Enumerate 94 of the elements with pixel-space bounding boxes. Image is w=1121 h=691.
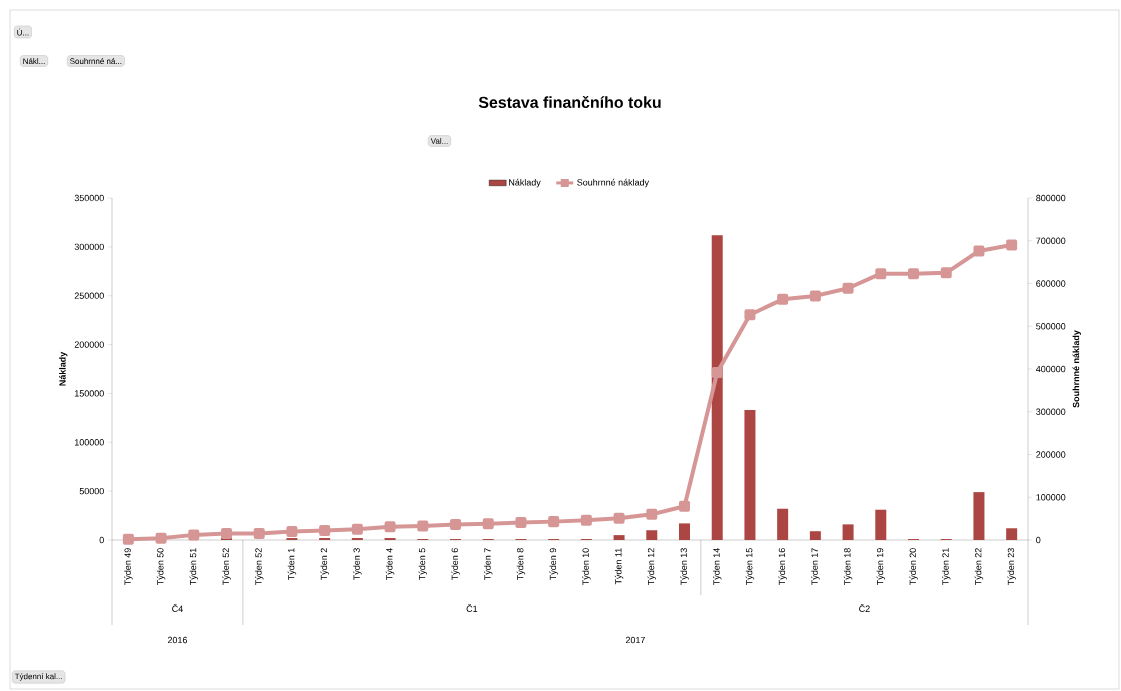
x-tick-label: Týden 19 [876, 548, 886, 585]
point [711, 366, 723, 378]
legend-label: Náklady [509, 178, 541, 188]
legend-label: Souhrnné náklady [577, 178, 650, 188]
text: Č1 [466, 604, 478, 612]
y-tick-label: 150000 [75, 390, 104, 397]
x-tick-label: Týden 2 [320, 548, 329, 580]
x-tick-label: Týden 11 [614, 548, 624, 585]
x-tick-label: Týden 6 [451, 548, 460, 580]
x-tick-label: Týden 3 [353, 548, 362, 580]
y2-tick-label: 500000 [1036, 323, 1066, 330]
chart-title: Sestava finančního toku [478, 95, 661, 109]
point [351, 523, 363, 535]
bar [646, 530, 658, 541]
x-tick-label: Týden 13 [680, 548, 689, 585]
bar [875, 509, 887, 541]
point [842, 282, 854, 294]
x-tick-label: Týden 52 [222, 548, 231, 585]
y-tick-label: 100000 [75, 439, 104, 446]
text: Č2 [859, 604, 870, 612]
y-tick-label: 200000 [74, 341, 104, 348]
y2-axis-title: Souhrnné náklady [1072, 330, 1081, 408]
y2-tick-label: 300000 [1036, 408, 1066, 415]
y2-tick-label: 200000 [1036, 451, 1066, 458]
point [940, 267, 952, 279]
point [122, 533, 134, 545]
y-tick-label: 50000 [79, 487, 104, 495]
x-tick-label: Týden 21 [941, 548, 951, 585]
y-tick-label: 300000 [74, 243, 104, 251]
point [319, 525, 331, 537]
point [613, 512, 625, 524]
bar [973, 492, 985, 541]
point [155, 532, 167, 544]
point [875, 268, 887, 280]
text: Č4 [172, 604, 183, 612]
y-tick-label: 0 [99, 536, 104, 544]
y2-tick-label: 600000 [1036, 280, 1066, 287]
point [515, 516, 527, 528]
x-tick-label: Týden 52 [254, 548, 264, 585]
bar [809, 531, 821, 541]
bar [777, 508, 789, 541]
x-tick-label: Týden 5 [418, 548, 428, 580]
x-tick-label: Týden 12 [647, 548, 657, 585]
y2-tick-label: 0 [1036, 536, 1041, 544]
x-tick-label: Týden 17 [811, 548, 820, 585]
text: 2017 [625, 636, 645, 644]
point [188, 529, 200, 541]
y2-tick-label: 800000 [1036, 194, 1066, 202]
y2-tick-label: 100000 [1036, 494, 1066, 501]
point [1006, 239, 1018, 251]
point [809, 290, 821, 302]
point [548, 516, 560, 528]
y-tick-label: 350000 [74, 194, 104, 202]
bar [842, 524, 854, 541]
point [646, 508, 658, 520]
y-axis-title: Náklady [59, 351, 68, 386]
point [777, 293, 789, 305]
x-tick-label: Týden 23 [1007, 548, 1016, 585]
point [973, 245, 985, 257]
x-tick-label: Týden 16 [778, 548, 787, 585]
point [744, 309, 756, 321]
x-tick-label: Týden 15 [745, 548, 755, 585]
point [221, 528, 232, 540]
x-tick-label: Týden 50 [156, 548, 166, 585]
x-tick-label: Týden 9 [549, 548, 558, 580]
y2-tick-label: 700000 [1036, 237, 1066, 244]
point [253, 528, 265, 540]
text: 2016 [167, 636, 188, 644]
bar [613, 535, 625, 541]
point [580, 514, 592, 526]
point [384, 521, 396, 533]
x-tick-label: Týden 22 [974, 548, 984, 585]
x-tick-label: Týden 14 [712, 548, 722, 585]
point [286, 525, 298, 537]
y-tick-label: 250000 [74, 292, 104, 299]
x-tick-label: Týden 4 [385, 548, 395, 580]
bar [744, 410, 756, 541]
bar [1006, 528, 1018, 541]
point [482, 518, 494, 530]
point [417, 520, 429, 532]
x-tick-label: Týden 10 [582, 548, 591, 585]
bar [711, 235, 723, 541]
x-tick-label: Týden 8 [516, 548, 526, 580]
y2-tick-label: 400000 [1035, 365, 1066, 373]
x-tick-label: Týden 51 [189, 548, 199, 585]
x-tick-label: Týden 49 [124, 548, 133, 585]
x-tick-label: Týden 7 [483, 548, 493, 580]
point [908, 268, 920, 280]
x-tick-label: Týden 20 [909, 548, 918, 585]
bar [679, 523, 691, 541]
point [450, 519, 462, 531]
x-tick-label: Týden 18 [843, 548, 853, 585]
x-tick-label: Týden 1 [287, 548, 297, 580]
point [679, 500, 691, 512]
